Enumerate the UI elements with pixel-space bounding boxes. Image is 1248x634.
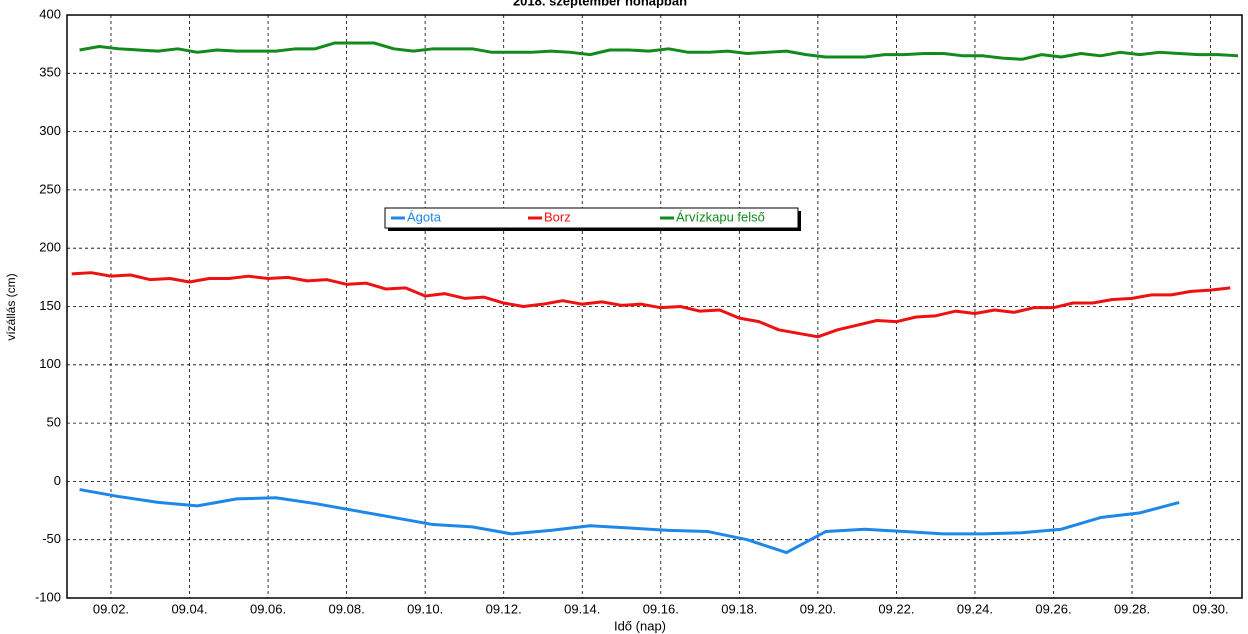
y-tick-label: 400	[39, 6, 61, 21]
x-tick-label: 09.24.	[957, 601, 993, 616]
y-tick-label: -50	[42, 531, 61, 546]
y-axis-label: vízállás (cm)	[4, 273, 18, 340]
x-tick-label: 09.08.	[329, 601, 365, 616]
x-tick-label: 09.28.	[1114, 601, 1150, 616]
legend-label: Ágota	[407, 209, 442, 224]
x-tick-label: 09.10.	[407, 601, 443, 616]
x-tick-label: 09.04.	[171, 601, 207, 616]
x-tick-label: 09.06.	[250, 601, 286, 616]
legend-box	[384, 207, 799, 229]
x-tick-label: 09.14.	[564, 601, 600, 616]
legend-label: Árvízkapu felső	[676, 209, 765, 224]
y-tick-label: 0	[54, 473, 61, 488]
chart-title: 2018. szeptember hónapban	[513, 0, 687, 8]
x-tick-label: 09.22.	[878, 601, 914, 616]
series-line	[79, 41, 1239, 61]
y-tick-label: 100	[39, 356, 61, 371]
x-tick-label: 09.26.	[1035, 601, 1071, 616]
y-tick-label: 150	[39, 298, 61, 313]
legend-label: Borz	[544, 209, 571, 224]
x-tick-label: 09.30.	[1193, 601, 1229, 616]
x-tick-label: 09.16.	[643, 601, 679, 616]
y-tick-label: 300	[39, 123, 61, 138]
x-tick-label: 09.20.	[800, 601, 836, 616]
y-tick-label: -100	[35, 589, 61, 604]
plot-frame	[66, 14, 1243, 599]
y-tick-label: 250	[39, 181, 61, 196]
series-line	[71, 271, 1231, 339]
y-tick-label: 50	[47, 415, 61, 430]
series-line	[79, 488, 1180, 555]
x-tick-label: 09.18.	[721, 601, 757, 616]
y-tick-label: 200	[39, 240, 61, 255]
x-tick-label: 09.02.	[93, 601, 129, 616]
x-tick-label: 09.12.	[486, 601, 522, 616]
x-axis-label: Idő (nap)	[614, 618, 666, 633]
y-tick-label: 350	[39, 65, 61, 80]
